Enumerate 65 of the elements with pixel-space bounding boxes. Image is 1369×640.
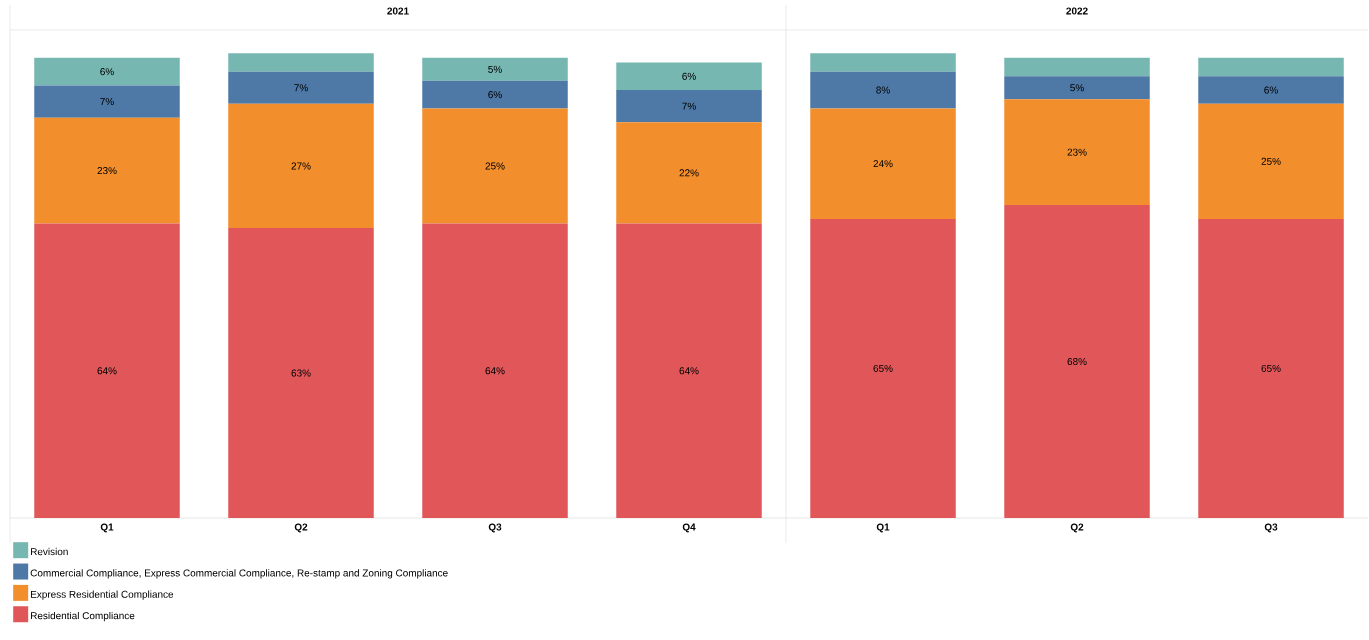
data-label: 65%	[1261, 364, 1281, 372]
bar	[616, 122, 762, 224]
bar	[1004, 76, 1150, 100]
bar	[616, 223, 762, 518]
data-label: 65%	[873, 364, 893, 372]
bar	[228, 103, 374, 229]
chart-title: 2022	[1066, 7, 1088, 15]
bar	[616, 90, 762, 123]
bar	[1198, 103, 1344, 219]
bar	[34, 223, 180, 518]
x-tick-label: Q4	[682, 523, 696, 533]
data-label: 23%	[97, 167, 117, 175]
bar	[1198, 57, 1344, 77]
data-label: 6%	[100, 68, 114, 76]
bar	[422, 80, 568, 109]
bar	[228, 228, 374, 518]
data-label: 27%	[291, 162, 311, 170]
bar	[810, 53, 956, 72]
data-label: 64%	[485, 367, 505, 375]
legend-label: Revision	[30, 547, 68, 556]
data-label: 22%	[679, 169, 699, 177]
bar	[1004, 205, 1150, 518]
data-label: 5%	[1070, 84, 1084, 92]
data-label: 7%	[100, 98, 114, 106]
data-label: 25%	[485, 162, 505, 170]
data-label: 7%	[682, 102, 696, 110]
data-label: 6%	[488, 91, 502, 99]
bar	[1004, 57, 1150, 77]
data-label: 64%	[97, 367, 117, 375]
bar	[422, 223, 568, 518]
bar	[228, 53, 374, 72]
data-label: 23%	[1067, 148, 1087, 156]
data-label: 8%	[876, 86, 890, 94]
data-label: 64%	[679, 367, 699, 375]
chart-title: 2021	[387, 7, 409, 15]
data-label: 6%	[1264, 86, 1278, 94]
x-tick-label: Q3	[488, 523, 502, 533]
legend-label: Residential Compliance	[30, 611, 135, 622]
x-tick-label: Q2	[294, 523, 308, 533]
data-label: 68%	[1067, 358, 1087, 366]
bar	[228, 71, 374, 104]
bar	[1198, 76, 1344, 104]
x-tick-label: Q3	[1264, 523, 1278, 533]
data-label: 24%	[873, 160, 893, 168]
bar	[422, 108, 568, 224]
bar	[422, 57, 568, 81]
legend-label: Express Residential Compliance	[30, 590, 174, 600]
data-label: 6%	[682, 72, 696, 80]
x-tick-label: Q2	[1070, 523, 1084, 533]
data-label: 63%	[291, 369, 311, 377]
bar	[616, 62, 762, 91]
bar	[34, 57, 180, 86]
bar	[810, 108, 956, 219]
bar	[810, 71, 956, 109]
bar	[34, 117, 180, 224]
data-label: 7%	[294, 84, 308, 92]
x-tick-label: Q1	[100, 523, 114, 533]
bar	[810, 218, 956, 518]
bar	[1198, 218, 1344, 518]
legend-label: Commercial Compliance, Express Commercial Compliance, Re-stamp and Zoning Compliance	[30, 569, 448, 579]
data-label: 25%	[1261, 157, 1281, 165]
bar	[34, 85, 180, 118]
x-tick-label: Q1	[876, 523, 890, 533]
bar	[1004, 99, 1150, 206]
data-label: 5%	[488, 65, 502, 73]
